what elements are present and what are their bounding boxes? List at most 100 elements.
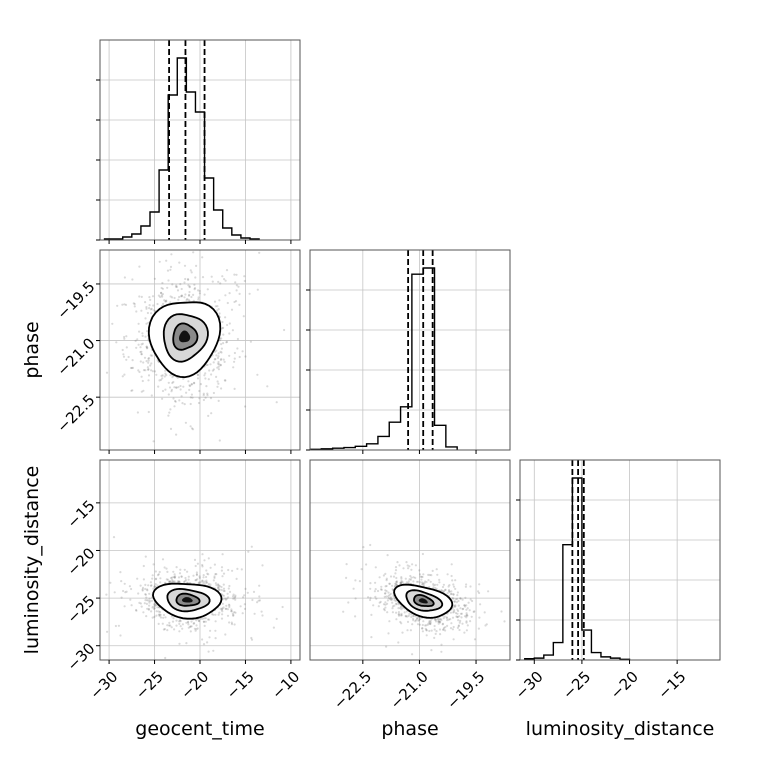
scatter-point <box>217 365 220 368</box>
scatter-point <box>454 579 457 582</box>
scatter-point <box>173 628 176 631</box>
scatter-point <box>425 629 428 632</box>
scatter-point <box>166 624 169 627</box>
scatter-point <box>483 611 486 614</box>
scatter-point <box>216 586 219 590</box>
scatter-point <box>230 621 233 624</box>
scatter-point <box>152 587 155 590</box>
scatter-point <box>234 595 237 598</box>
scatter-point <box>451 628 454 631</box>
scatter-point <box>171 620 175 623</box>
scatter-point <box>419 575 422 578</box>
scatter-point <box>386 611 389 614</box>
scatter-point <box>401 606 404 610</box>
scatter-point <box>395 580 398 583</box>
scatter-point <box>199 581 202 584</box>
scatter-point <box>217 586 220 590</box>
scatter-point <box>447 590 451 593</box>
scatter-point <box>127 355 130 359</box>
scatter-point <box>233 360 236 363</box>
scatter-point <box>434 618 437 621</box>
scatter-point <box>155 610 158 613</box>
scatter-point <box>233 596 236 600</box>
scatter-point <box>124 591 127 594</box>
scatter-point <box>145 347 149 350</box>
scatter-point <box>189 396 192 399</box>
x-tick-label: −20 <box>607 668 642 703</box>
scatter-point <box>369 598 372 602</box>
y-tick-label: −30 <box>63 640 98 675</box>
scatter-point <box>382 608 386 611</box>
scatter-point <box>159 291 163 294</box>
scatter-point <box>503 620 506 623</box>
scatter-point <box>243 607 247 611</box>
scatter-point <box>389 592 392 596</box>
scatter-point <box>389 598 392 601</box>
scatter-point <box>459 607 462 610</box>
scatter-point <box>216 385 219 388</box>
x-tick-label: −22.5 <box>330 668 375 713</box>
scatter-point <box>447 585 450 588</box>
scatter-point <box>457 599 460 603</box>
scatter-point <box>228 292 231 295</box>
panel-scatter-geocent-time-vs-phase <box>100 250 300 450</box>
scatter-point <box>389 597 392 600</box>
scatter-point <box>210 412 213 415</box>
scatter-point <box>145 345 148 348</box>
scatter-point <box>205 581 208 584</box>
scatter-point <box>214 629 217 632</box>
y-tick-label: −21.0 <box>53 334 98 379</box>
scatter-point <box>217 355 220 358</box>
scatter-point <box>109 581 112 584</box>
scatter-point <box>231 329 234 332</box>
scatter-point <box>428 573 431 577</box>
scatter-point <box>400 608 403 611</box>
scatter-point <box>207 573 210 576</box>
scatter-point <box>421 630 424 633</box>
scatter-point <box>170 253 173 256</box>
scatter-point <box>256 601 259 604</box>
scatter-point <box>391 601 394 604</box>
scatter-point <box>162 613 166 617</box>
scatter-point <box>169 580 172 583</box>
scatter-point <box>452 638 455 641</box>
y-axis-label-luminosity-distance: luminosity_distance <box>21 466 43 655</box>
scatter-point <box>147 608 150 611</box>
scatter-point <box>141 586 145 590</box>
scatter-point <box>165 578 168 581</box>
scatter-point <box>226 614 230 617</box>
scatter-point <box>354 597 357 600</box>
scatter-point <box>250 545 253 548</box>
scatter-point <box>447 589 451 592</box>
scatter-point <box>219 607 222 610</box>
scatter-point <box>394 599 397 603</box>
scatter-point <box>219 363 222 366</box>
scatter-point <box>215 354 218 357</box>
scatter-point <box>275 401 278 404</box>
scatter-point <box>193 287 197 290</box>
scatter-point <box>173 580 176 583</box>
scatter-point <box>148 304 151 307</box>
scatter-point <box>142 369 146 372</box>
scatter-point <box>178 622 181 626</box>
scatter-point <box>208 636 211 639</box>
y-tick-label: −22.5 <box>53 391 98 436</box>
scatter-point <box>397 641 400 644</box>
scatter-point <box>181 627 184 630</box>
scatter-point <box>238 292 241 295</box>
scatter-point <box>167 279 170 282</box>
scatter-point <box>193 288 196 291</box>
scatter-point <box>444 589 447 592</box>
scatter-point <box>188 285 191 288</box>
scatter-point <box>222 589 225 593</box>
scatter-point <box>433 636 436 640</box>
scatter-point <box>192 251 195 254</box>
scatter-point <box>212 579 215 582</box>
scatter-point <box>385 584 388 588</box>
scatter-point <box>414 564 417 567</box>
scatter-point <box>168 386 172 389</box>
scatter-point <box>234 281 237 284</box>
scatter-point <box>146 599 149 602</box>
scatter-point <box>463 604 466 607</box>
scatter-point <box>465 629 468 632</box>
